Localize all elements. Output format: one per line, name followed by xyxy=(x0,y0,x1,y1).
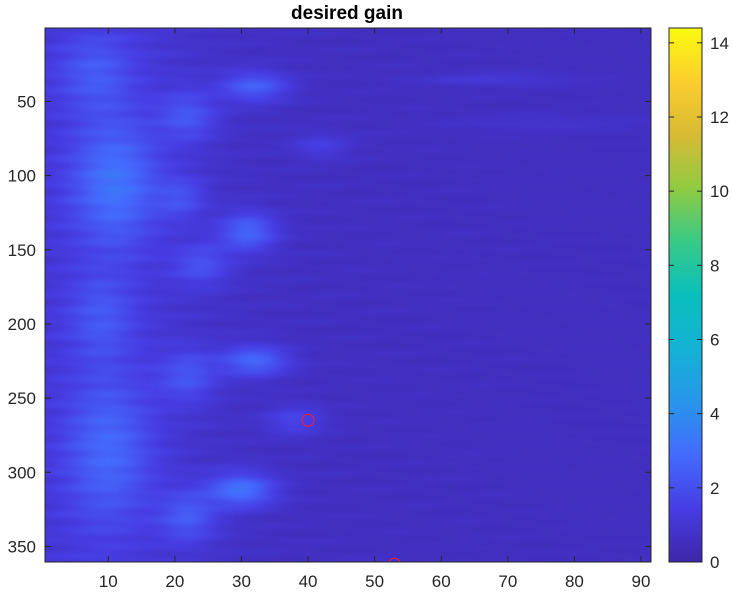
x-tick-label: 50 xyxy=(365,572,384,591)
heatmap-image xyxy=(45,28,651,562)
y-tick-label: 300 xyxy=(8,463,36,482)
y-axis: 50 100 150 200 250 300 350 xyxy=(8,92,651,556)
x-tick-label: 70 xyxy=(498,572,517,591)
colorbar-tick-label: 10 xyxy=(710,182,729,201)
colorbar-frame xyxy=(668,27,703,563)
colorbar-tick-label: 12 xyxy=(710,108,729,127)
marker-circle-2 xyxy=(388,557,401,562)
y-tick-label: 200 xyxy=(8,315,36,334)
chart-title: desired gain xyxy=(291,3,403,24)
colorbar-tick-label: 4 xyxy=(710,405,719,424)
colorbar-ticks: 0 2 4 6 8 10 12 14 xyxy=(669,34,729,572)
x-tick-label: 90 xyxy=(632,572,651,591)
colorbar: 0 2 4 6 8 10 12 14 xyxy=(668,27,729,572)
markers-layer xyxy=(301,413,401,562)
x-tick-label: 80 xyxy=(565,572,584,591)
y-tick-label: 50 xyxy=(17,92,36,111)
colorbar-gradient xyxy=(669,28,702,562)
plot-frame xyxy=(44,27,652,563)
x-tick-label: 30 xyxy=(232,572,251,591)
y-tick-label: 250 xyxy=(8,389,36,408)
colorbar-tick-label: 14 xyxy=(710,34,729,53)
colorbar-tick-label: 6 xyxy=(710,331,719,350)
x-tick-label: 40 xyxy=(299,572,318,591)
x-tick-label: 20 xyxy=(165,572,184,591)
marker-circle-1 xyxy=(301,413,315,427)
plot-area: 10 20 30 40 50 60 70 80 90 50 100 150 200 250 300 350 xyxy=(8,27,652,591)
colorbar-tick-label: 0 xyxy=(710,553,719,572)
colorbar-tick-label: 2 xyxy=(710,479,719,498)
x-tick-label: 60 xyxy=(432,572,451,591)
y-tick-label: 350 xyxy=(8,537,36,556)
x-tick-label: 10 xyxy=(99,572,118,591)
colorbar-tick-label: 8 xyxy=(710,256,719,275)
x-axis: 10 20 30 40 50 60 70 80 90 xyxy=(99,28,651,591)
y-tick-label: 150 xyxy=(8,241,36,260)
y-tick-label: 100 xyxy=(8,167,36,186)
